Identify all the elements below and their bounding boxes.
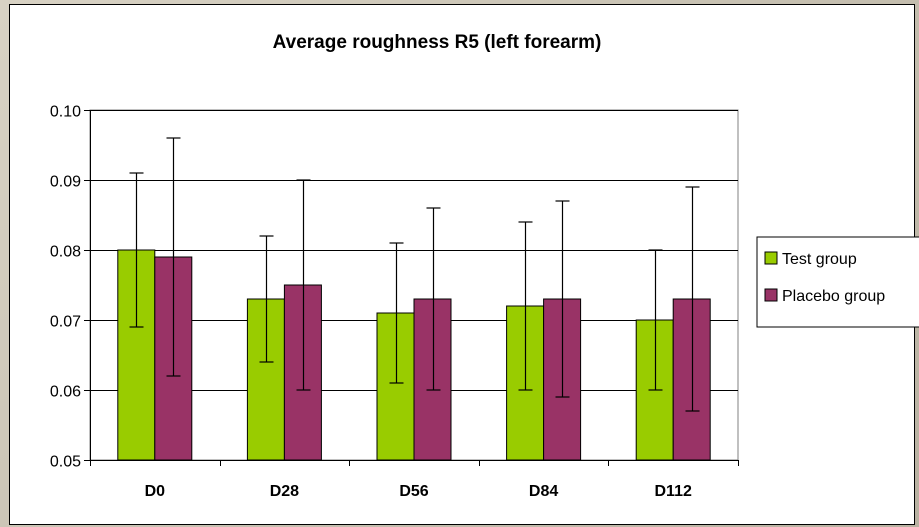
placebo-group-bar bbox=[672, 298, 711, 461]
x-tick-label: D28 bbox=[270, 483, 299, 500]
x-tick-label: D0 bbox=[145, 483, 166, 500]
error-bar bbox=[259, 235, 274, 363]
legend-label-test: Test group bbox=[782, 251, 857, 268]
y-tick-label: 0.09 bbox=[50, 174, 81, 191]
legend-swatch-placebo bbox=[764, 288, 778, 302]
y-tick-label: 0.06 bbox=[50, 384, 81, 401]
error-bar bbox=[555, 200, 570, 398]
error-bar bbox=[129, 172, 144, 328]
plot-area: 0.05 0.06 0.07 0.08 0.09 0.10 D0 D28 D56 D84 D112 bbox=[50, 104, 739, 500]
placebo-group-bar bbox=[413, 298, 452, 461]
y-tick-label: 0.07 bbox=[50, 314, 81, 331]
error-bar bbox=[685, 186, 700, 412]
legend: Test group Placebo group bbox=[756, 236, 919, 328]
x-tick-label: D112 bbox=[655, 483, 692, 500]
y-tick-label: 0.08 bbox=[50, 244, 81, 261]
legend-swatch-test bbox=[764, 251, 778, 265]
y-tick-label: 0.05 bbox=[50, 454, 81, 471]
x-tick-label: D56 bbox=[399, 483, 428, 500]
x-tick-label: D84 bbox=[529, 483, 558, 500]
legend-label-placebo: Placebo group bbox=[782, 288, 885, 305]
error-bar bbox=[518, 221, 533, 391]
legend-box bbox=[756, 236, 919, 328]
error-bar bbox=[389, 242, 404, 384]
chart-title: Average roughness R5 (left forearm) bbox=[273, 32, 602, 53]
error-bar bbox=[166, 137, 181, 377]
error-bar bbox=[648, 249, 663, 391]
y-tick-label: 0.10 bbox=[50, 104, 81, 121]
error-bar bbox=[426, 207, 441, 391]
test-group-bar bbox=[376, 312, 415, 461]
error-bar bbox=[296, 179, 311, 391]
